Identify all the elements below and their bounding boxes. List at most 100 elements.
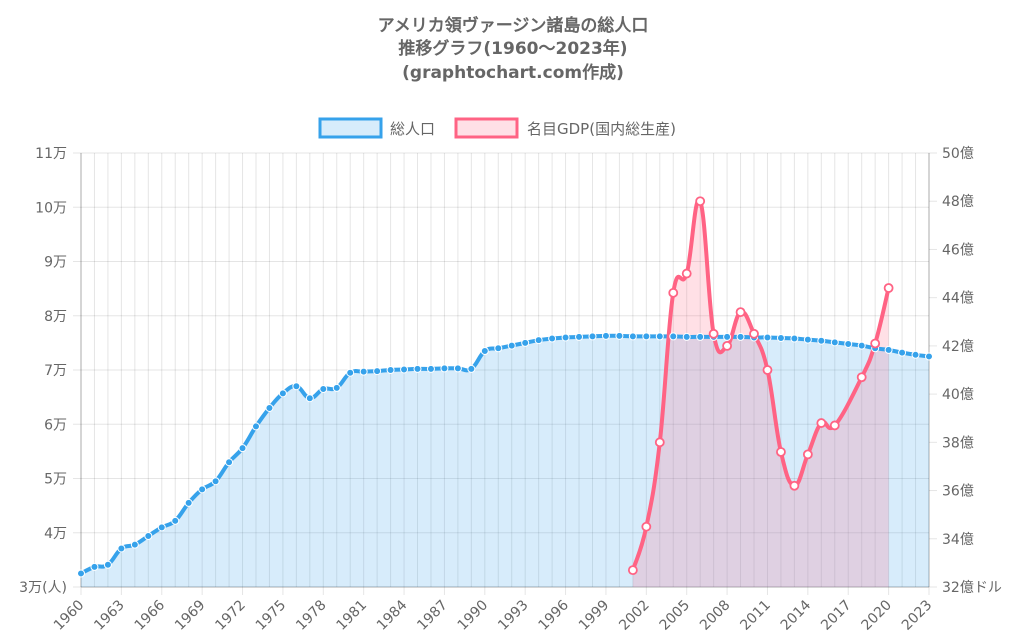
data-point-population-1992[interactable] [507, 341, 516, 350]
data-point-population-1985[interactable] [413, 364, 422, 373]
data-point-gdp-2004[interactable] [668, 287, 679, 298]
series-area-gdp [632, 199, 889, 587]
data-point-population-2022[interactable] [911, 350, 920, 359]
data-point-gdp-2019[interactable] [870, 338, 881, 349]
data-point-population-1994[interactable] [534, 336, 543, 345]
data-point-gdp-2012[interactable] [776, 447, 786, 457]
data-point-gdp-2020[interactable] [883, 283, 894, 293]
data-point-population-2012[interactable] [776, 333, 785, 342]
data-point-population-1983[interactable] [386, 366, 395, 374]
x-axis-labels: 1960 1963 1966 1969 1972 1975 1978 1981 1984 1987… [51, 597, 936, 634]
data-point-population-1997[interactable] [575, 332, 584, 341]
data-point-population-2013[interactable] [790, 334, 799, 343]
data-point-gdp-2007[interactable] [708, 328, 719, 339]
data-point-population-2004[interactable] [669, 332, 678, 341]
data-point-population-2021[interactable] [898, 348, 907, 357]
data-point-gdp-2002[interactable] [641, 521, 652, 532]
data-point-population-1980[interactable] [346, 368, 355, 377]
y-right-tick-label: 38億 [942, 435, 974, 451]
data-point-population-1977[interactable] [305, 394, 314, 403]
data-point-population-2020[interactable] [884, 345, 893, 354]
y-right-tick-label: 48億 [942, 194, 974, 210]
data-point-population-2017[interactable] [844, 339, 853, 348]
y-right-tick-label: 50億 [942, 146, 974, 162]
x-tick-label: 2011 [737, 597, 774, 634]
y-right-tick-label: 36億 [942, 484, 974, 500]
data-point-population-2006[interactable] [696, 332, 705, 341]
data-point-population-1986[interactable] [426, 364, 435, 373]
data-point-population-1965[interactable] [144, 532, 153, 541]
data-point-population-1971[interactable] [225, 458, 234, 467]
legend-item-gdp[interactable]: 名目GDP(国内総生産) [454, 117, 676, 139]
data-point-gdp-2010[interactable] [749, 328, 759, 339]
data-point-population-1995[interactable] [548, 334, 557, 343]
legend-item-population[interactable]: 総人口 [318, 117, 435, 139]
data-point-population-2001[interactable] [628, 332, 637, 341]
data-point-population-2016[interactable] [830, 338, 839, 347]
data-point-population-1978[interactable] [319, 384, 328, 393]
data-point-population-1982[interactable] [373, 367, 382, 376]
x-tick-label: 1990 [455, 597, 492, 634]
data-point-population-1975[interactable] [278, 389, 287, 398]
data-point-population-1990[interactable] [480, 347, 489, 356]
data-point-population-1987[interactable] [440, 364, 449, 373]
data-point-gdp-2009[interactable] [735, 307, 746, 318]
data-point-gdp-2014[interactable] [802, 449, 813, 460]
data-point-population-1991[interactable] [494, 344, 503, 353]
data-point-gdp-2015[interactable] [816, 418, 827, 428]
y-right-tick-label: 42億 [942, 339, 974, 355]
legend-swatch-gdp [454, 117, 519, 139]
data-point-population-2005[interactable] [682, 332, 691, 341]
y-left-tick-label: 7万 [44, 363, 67, 379]
data-point-gdp-2018[interactable] [856, 372, 867, 383]
data-point-population-1972[interactable] [238, 444, 247, 453]
data-point-population-1993[interactable] [521, 338, 530, 347]
data-point-population-2000[interactable] [615, 331, 624, 340]
data-point-population-1974[interactable] [265, 403, 274, 412]
data-point-population-2011[interactable] [763, 333, 772, 342]
data-point-population-1988[interactable] [453, 364, 462, 373]
data-point-population-1979[interactable] [332, 383, 341, 392]
data-point-population-1989[interactable] [467, 364, 476, 373]
data-point-population-1967[interactable] [171, 516, 180, 525]
data-point-population-1968[interactable] [184, 498, 193, 507]
data-point-gdp-2005[interactable] [681, 268, 692, 279]
data-point-population-1998[interactable] [588, 332, 597, 341]
data-point-population-2008[interactable] [723, 332, 732, 341]
data-point-gdp-2011[interactable] [762, 365, 773, 375]
data-point-population-1996[interactable] [561, 333, 570, 342]
data-point-population-1962[interactable] [103, 560, 112, 569]
data-point-population-2015[interactable] [817, 336, 826, 345]
data-point-population-1963[interactable] [117, 544, 126, 553]
data-point-population-2023[interactable] [925, 352, 933, 361]
x-tick-label: 2002 [616, 597, 653, 634]
data-point-population-1969[interactable] [198, 485, 207, 494]
grid [73, 152, 937, 595]
data-point-population-1960[interactable] [77, 569, 85, 578]
data-point-population-1976[interactable] [292, 382, 301, 391]
data-point-population-2003[interactable] [655, 332, 664, 341]
data-point-population-1973[interactable] [251, 422, 260, 431]
data-point-gdp-2003[interactable] [654, 437, 665, 448]
data-point-population-1961[interactable] [90, 562, 99, 571]
data-point-population-1999[interactable] [601, 331, 610, 340]
data-point-gdp-2001[interactable] [627, 565, 638, 576]
y-left-tick-label: 11万 [35, 146, 67, 162]
data-point-gdp-2008[interactable] [722, 340, 732, 351]
y-axis-left-labels: 3万(人) 4万 5万 6万 7万 8万 9万 10万 11万 [19, 146, 67, 596]
data-point-population-2009[interactable] [736, 332, 745, 341]
data-point-population-2018[interactable] [857, 341, 866, 350]
x-tick-label: 2005 [657, 597, 694, 634]
data-point-gdp-2006[interactable] [695, 196, 706, 207]
data-point-population-1970[interactable] [211, 477, 220, 486]
data-point-population-1984[interactable] [400, 365, 409, 374]
data-point-population-1966[interactable] [157, 523, 166, 532]
data-point-gdp-2013[interactable] [789, 480, 800, 491]
x-tick-label: 1999 [576, 597, 613, 634]
data-point-population-2014[interactable] [803, 335, 812, 344]
data-point-population-2002[interactable] [642, 332, 651, 341]
data-point-population-1964[interactable] [130, 540, 139, 549]
y-right-tick-label: 44億 [942, 291, 974, 307]
data-point-gdp-2016[interactable] [829, 420, 840, 431]
data-point-population-1981[interactable] [359, 367, 368, 376]
